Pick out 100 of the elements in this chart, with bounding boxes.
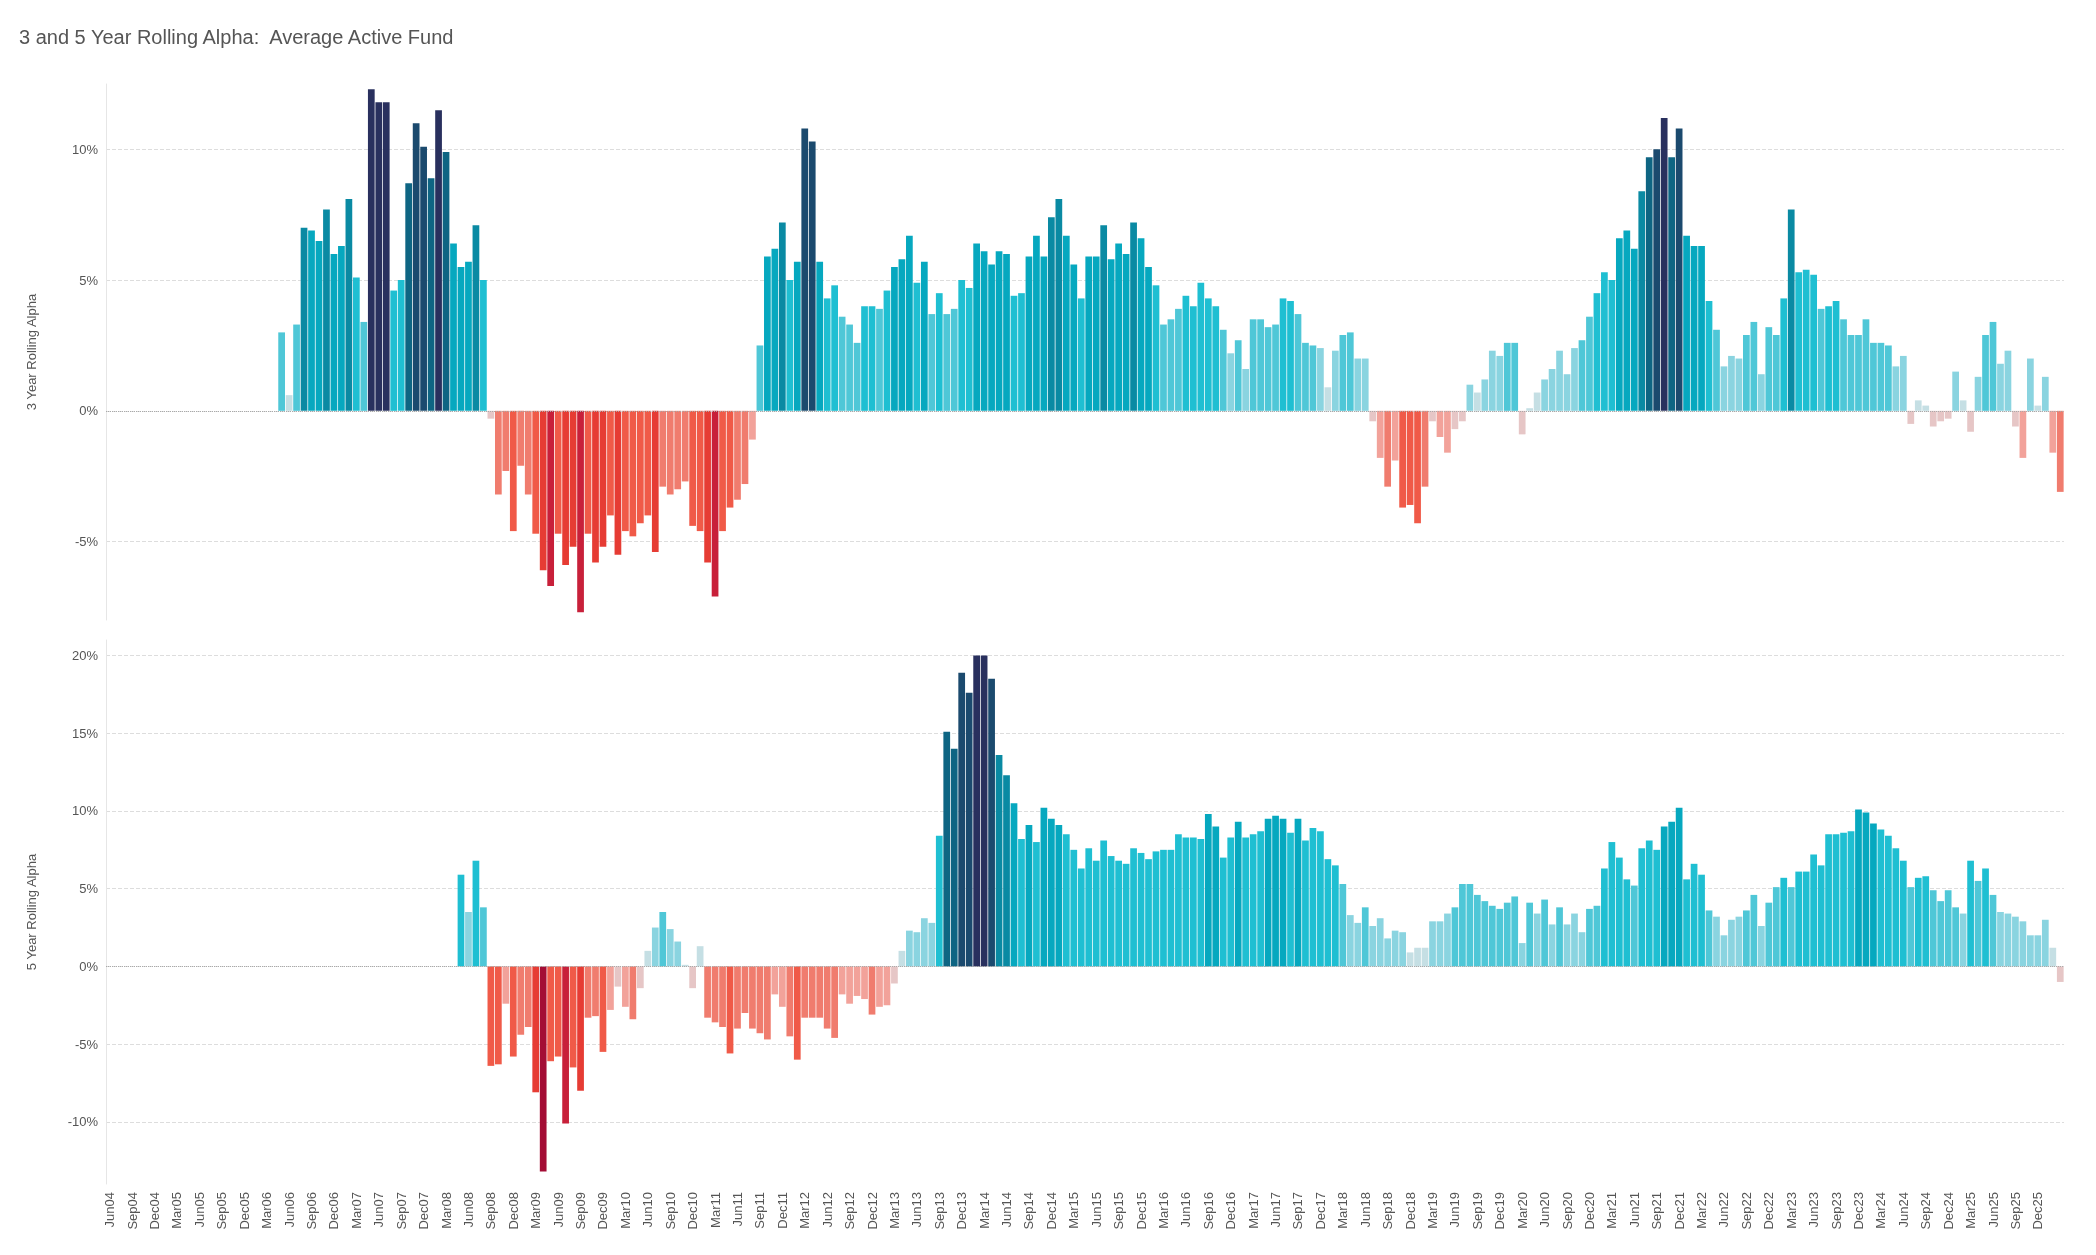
x-tick-label: Mar16 — [1155, 1192, 1171, 1229]
bar — [1100, 225, 1108, 411]
bar — [539, 410, 547, 571]
bar — [1959, 400, 1967, 411]
x-tick-label: Jun09 — [550, 1192, 566, 1228]
x-tick-label: Dec17 — [1312, 1192, 1328, 1230]
bar — [577, 966, 584, 1091]
x-tick-label: Jun23 — [1806, 1192, 1822, 1228]
bar — [285, 395, 293, 411]
bar — [1713, 329, 1720, 411]
x-tick-label: Jun12 — [819, 1192, 835, 1228]
x-tick-label: Sep14 — [1021, 1192, 1037, 1230]
x-tick-label: Sep04 — [124, 1192, 140, 1230]
x-tick-label: Mar20 — [1514, 1192, 1530, 1229]
bar — [651, 927, 659, 967]
bar — [1757, 374, 1765, 411]
bar — [1757, 925, 1765, 967]
bar — [278, 332, 285, 411]
x-tick-label: Dec13 — [954, 1192, 970, 1230]
bar — [1952, 371, 1959, 411]
bar — [1376, 410, 1384, 458]
x-tick-label: Dec19 — [1492, 1192, 1508, 1230]
bar — [1518, 943, 1526, 967]
bar — [1660, 117, 1668, 411]
bar — [1630, 885, 1638, 967]
bar — [786, 966, 794, 1037]
x-tick-label: Sep16 — [1200, 1192, 1216, 1230]
bar — [1967, 410, 1974, 432]
bar — [1907, 410, 1915, 424]
x-tick-label: Jun14 — [999, 1192, 1015, 1228]
bar — [778, 222, 786, 411]
x-tick-label: Mar25 — [1963, 1192, 1979, 1229]
bar — [1526, 902, 1534, 967]
bar — [1967, 860, 1974, 967]
bar — [465, 912, 472, 967]
bar — [659, 912, 667, 967]
bar — [1324, 387, 1332, 411]
bar — [2041, 376, 2049, 411]
bar — [509, 410, 517, 532]
x-tick-label: Dec11 — [774, 1192, 790, 1229]
bar — [1541, 899, 1548, 967]
bar — [1780, 298, 1788, 411]
bar — [1518, 410, 1526, 435]
x-tick-label: Mar23 — [1783, 1192, 1799, 1229]
bar — [1152, 285, 1160, 411]
x-tick-label: Mar21 — [1604, 1192, 1620, 1229]
x-tick-label: Mar13 — [886, 1192, 902, 1229]
x-tick-label: Jun04 — [102, 1192, 118, 1228]
x-tick-label: Mar19 — [1425, 1192, 1441, 1229]
bar — [1287, 832, 1294, 967]
bar — [1242, 369, 1250, 411]
bar — [1033, 842, 1040, 967]
x-tick-label: Sep05 — [214, 1192, 230, 1230]
bar — [2034, 405, 2042, 411]
x-tick-label: Jun22 — [1716, 1192, 1732, 1228]
bar — [2049, 947, 2057, 967]
bar — [1130, 222, 1137, 411]
x-tick-label: Mar06 — [259, 1192, 275, 1229]
x-tick-label: Sep23 — [1828, 1192, 1844, 1230]
x-tick-label: Dec21 — [1671, 1192, 1687, 1230]
x-tick-label: Jun25 — [1985, 1192, 2001, 1228]
x-tick-label: Jun19 — [1447, 1192, 1463, 1228]
bar — [577, 410, 584, 613]
bar — [935, 835, 943, 967]
x-tick-label: Jun06 — [281, 1192, 297, 1228]
x-tick-label: Sep17 — [1290, 1192, 1306, 1230]
y-axis-title: 5 Year Rolling Alpha — [24, 853, 39, 971]
bar — [547, 410, 555, 587]
bar — [323, 209, 330, 411]
bar — [607, 410, 614, 516]
bar — [1219, 329, 1227, 411]
x-tick-label: Dec07 — [416, 1192, 432, 1230]
x-tick-label: Jun13 — [909, 1192, 925, 1228]
x-tick-label: Mar10 — [617, 1192, 633, 1229]
bar — [1787, 887, 1795, 967]
x-tick-label: Sep25 — [2007, 1192, 2023, 1230]
bar — [704, 410, 711, 563]
bar — [1645, 157, 1653, 411]
bar — [1317, 348, 1324, 411]
x-tick-label: Sep09 — [573, 1192, 589, 1230]
bar — [614, 966, 622, 987]
bar — [562, 966, 569, 1124]
x-tick-label: Dec23 — [1850, 1192, 1866, 1230]
bar — [2027, 358, 2034, 411]
bar — [868, 966, 876, 1015]
x-tick-label: Dec22 — [1761, 1192, 1777, 1230]
bar — [435, 110, 442, 411]
x-tick-label: Dec25 — [2030, 1192, 2046, 1230]
bar — [928, 314, 936, 411]
x-tick-label: Mar07 — [348, 1192, 364, 1229]
bar — [636, 966, 644, 989]
x-tick-label: Mar05 — [169, 1192, 185, 1229]
bar — [622, 966, 629, 1007]
x-tick-label: Sep12 — [842, 1192, 858, 1230]
x-tick-label: Dec09 — [595, 1192, 611, 1230]
x-tick-label: Dec05 — [236, 1192, 252, 1230]
bar — [405, 183, 413, 411]
bar — [509, 966, 517, 1057]
bar — [891, 966, 898, 984]
x-tick-label: Sep11 — [752, 1192, 768, 1229]
